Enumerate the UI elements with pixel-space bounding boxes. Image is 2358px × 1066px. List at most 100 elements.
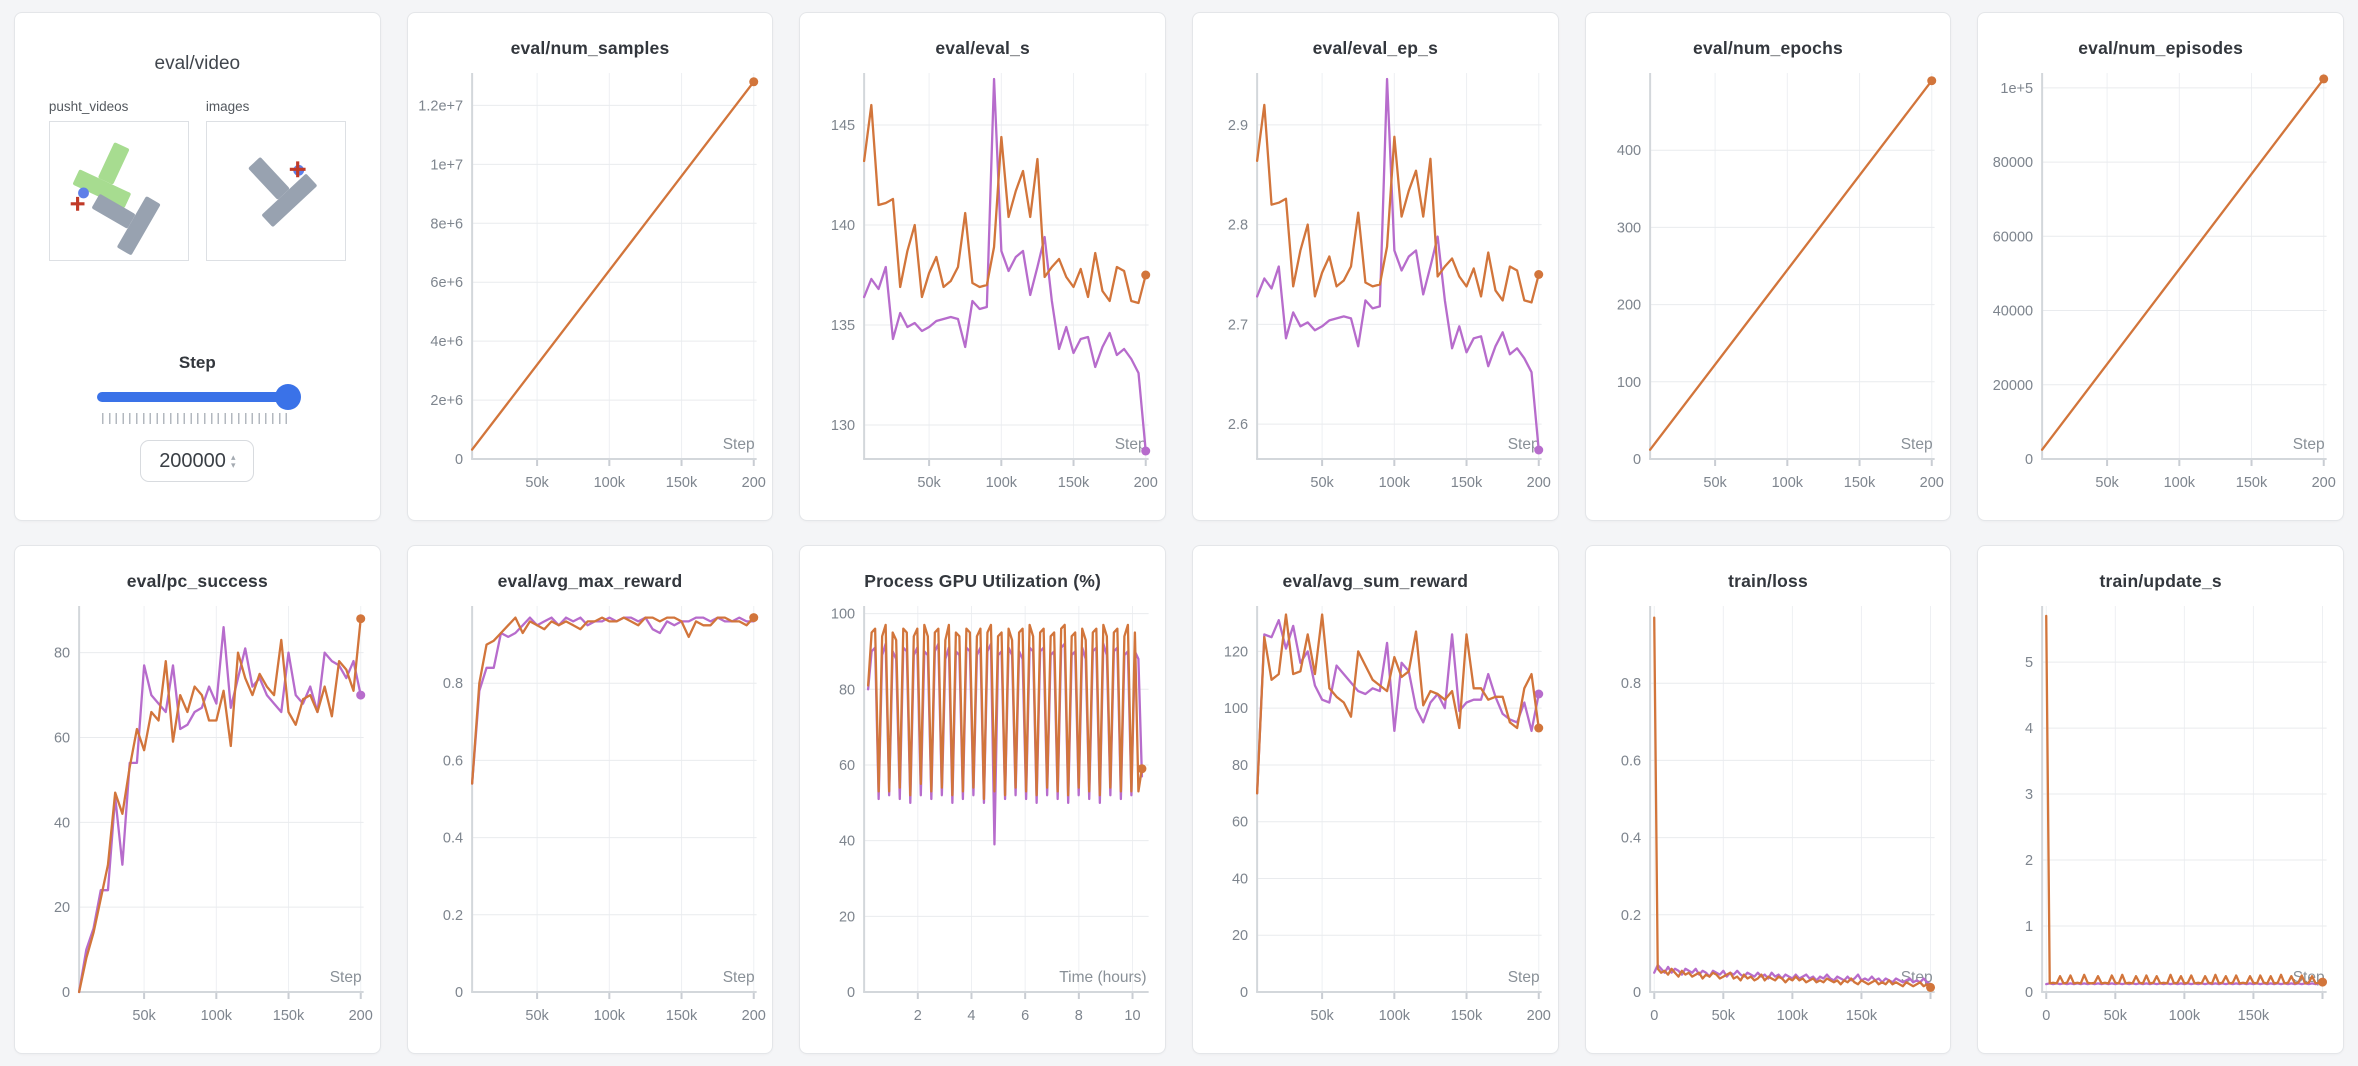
- line-chart-eval-num-epochs[interactable]: 50k 100k 150k 200 0 100 200 300 400 Step: [1586, 61, 1951, 511]
- line-chart-eval-pc-success[interactable]: 50k 100k 150k 200 0 20 40 60 80 Step: [15, 594, 380, 1044]
- svg-text:60000: 60000: [1993, 229, 2033, 245]
- media-item-label: images: [205, 99, 250, 114]
- svg-text:100k: 100k: [1379, 475, 1411, 491]
- line-chart-eval-eval-s[interactable]: 50k 100k 150k 200 130 135 140 145 Step: [800, 61, 1165, 511]
- svg-text:150k: 150k: [1451, 475, 1483, 491]
- step-slider-thumb[interactable]: [275, 384, 302, 410]
- stepper-up-icon[interactable]: ▴: [230, 452, 236, 462]
- svg-text:Step: Step: [1900, 969, 1932, 986]
- line-chart-eval-num-episodes[interactable]: 50k 100k 150k 200 0 20000 40000 60000 80000 1e+5 S…: [1978, 61, 2343, 511]
- media-item-images: images: [205, 99, 346, 261]
- media-thumbnails-row: pusht_videos images: [48, 99, 346, 261]
- svg-text:0.6: 0.6: [443, 753, 463, 769]
- svg-text:200: 200: [1527, 475, 1551, 491]
- chart-title: eval/pc_success: [126, 571, 268, 591]
- svg-text:40: 40: [54, 815, 70, 831]
- svg-text:0: 0: [2025, 452, 2033, 468]
- panel-eval-num-epochs: eval/num_epochs 50k 100k 150k 200 0 100 200 300…: [1584, 12, 1952, 521]
- svg-text:20000: 20000: [1993, 378, 2033, 394]
- svg-text:150k: 150k: [1843, 475, 1875, 491]
- svg-text:3: 3: [2025, 787, 2033, 803]
- pusht-video-thumbnail[interactable]: [48, 121, 189, 261]
- step-slider-label: Step: [178, 353, 216, 372]
- svg-text:140: 140: [831, 218, 855, 234]
- svg-text:60: 60: [54, 731, 70, 747]
- svg-text:Step: Step: [1508, 436, 1540, 453]
- svg-text:0.2: 0.2: [443, 908, 463, 924]
- panel-train-update-s: train/update_s 0 50k 100k 150k 0 1 2 3 4 5 Step: [1977, 545, 2344, 1054]
- svg-text:8: 8: [1075, 1008, 1083, 1024]
- svg-text:8e+6: 8e+6: [430, 216, 463, 232]
- svg-text:200: 200: [1617, 298, 1641, 314]
- chart-title: eval/eval_s: [935, 38, 1030, 58]
- svg-text:6e+6: 6e+6: [430, 275, 463, 291]
- step-input-value: 200000: [159, 449, 226, 472]
- media-item-label: pusht_videos: [48, 99, 129, 114]
- svg-text:150k: 150k: [665, 1008, 697, 1024]
- svg-text:Step: Step: [2293, 969, 2325, 986]
- svg-text:0.8: 0.8: [1621, 676, 1641, 692]
- panel-eval-num-samples: eval/num_samples 50k 100k 150k 200 0 2e+6 4e+6…: [406, 12, 774, 521]
- svg-text:50k: 50k: [1310, 1008, 1334, 1024]
- svg-text:4: 4: [2025, 721, 2033, 737]
- chart-title: eval/avg_sum_reward: [1282, 571, 1469, 591]
- svg-text:10: 10: [1125, 1008, 1141, 1024]
- svg-text:150k: 150k: [1058, 475, 1090, 491]
- step-slider[interactable]: [97, 384, 302, 410]
- chart-title: train/update_s: [2099, 571, 2222, 591]
- svg-text:0.8: 0.8: [443, 676, 463, 692]
- svg-text:5: 5: [2025, 655, 2033, 671]
- line-chart-train-update-s[interactable]: 0 50k 100k 150k 0 1 2 3 4 5 Step: [1978, 594, 2343, 1044]
- svg-text:100k: 100k: [2164, 475, 2196, 491]
- svg-text:2.6: 2.6: [1228, 417, 1248, 433]
- svg-text:0: 0: [62, 985, 70, 1001]
- chart-title: eval/num_epochs: [1693, 38, 1843, 58]
- svg-text:100k: 100k: [593, 1008, 625, 1024]
- svg-text:2.7: 2.7: [1228, 317, 1248, 333]
- svg-text:150k: 150k: [273, 1008, 305, 1024]
- svg-text:100k: 100k: [1771, 475, 1803, 491]
- svg-text:100k: 100k: [1776, 1008, 1808, 1024]
- images-thumbnail[interactable]: [205, 121, 346, 261]
- line-chart-train-loss[interactable]: 0 50k 100k 150k 0 0.2 0.4 0.6 0.8 Step: [1586, 594, 1951, 1044]
- svg-text:200: 200: [741, 1008, 765, 1024]
- line-chart-eval-num-samples[interactable]: 50k 100k 150k 200 0 2e+6 4e+6 6e+6 8e+6 1e+7 1.2e+…: [408, 61, 773, 511]
- svg-text:0: 0: [1650, 1008, 1658, 1024]
- line-chart-eval-avg-sum-reward[interactable]: 50k 100k 150k 200 0 20 40 60 80 100 120 Step: [1193, 594, 1558, 1044]
- svg-text:2.9: 2.9: [1228, 118, 1248, 134]
- svg-text:150k: 150k: [665, 475, 697, 491]
- svg-text:0.4: 0.4: [443, 831, 463, 847]
- svg-text:60: 60: [839, 758, 855, 774]
- step-slider-track[interactable]: [97, 392, 298, 402]
- line-chart-eval-avg-max-reward[interactable]: 50k 100k 150k 200 0 0.2 0.4 0.6 0.8 Step: [408, 594, 773, 1044]
- svg-text:100k: 100k: [2169, 1008, 2201, 1024]
- svg-text:100k: 100k: [201, 1008, 233, 1024]
- svg-text:Step: Step: [330, 969, 362, 986]
- svg-text:50k: 50k: [2096, 475, 2120, 491]
- svg-text:60: 60: [1232, 815, 1248, 831]
- svg-text:2e+6: 2e+6: [430, 393, 463, 409]
- chart-title: eval/num_samples: [510, 38, 670, 58]
- svg-text:40000: 40000: [1993, 304, 2033, 320]
- chart-title: Process GPU Utilization (%): [864, 571, 1102, 591]
- svg-text:100: 100: [1224, 701, 1248, 717]
- svg-text:0: 0: [2025, 985, 2033, 1001]
- svg-text:50k: 50k: [2104, 1008, 2128, 1024]
- svg-text:4: 4: [968, 1008, 976, 1024]
- svg-text:1.2e+7: 1.2e+7: [418, 98, 463, 114]
- svg-text:100k: 100k: [986, 475, 1018, 491]
- panel-eval-pc-success: eval/pc_success 50k 100k 150k 200 0 20 40 60 80 S…: [14, 545, 381, 1054]
- svg-text:100: 100: [831, 607, 855, 623]
- svg-text:50k: 50k: [525, 1008, 549, 1024]
- step-input[interactable]: 200000 ▴ ▾: [140, 440, 255, 482]
- svg-text:0: 0: [1633, 452, 1641, 468]
- svg-text:50k: 50k: [1711, 1008, 1735, 1024]
- svg-text:0: 0: [455, 452, 463, 468]
- svg-text:50k: 50k: [132, 1008, 156, 1024]
- media-panel-title: eval/video: [154, 53, 241, 74]
- svg-text:Step: Step: [1115, 436, 1147, 453]
- svg-text:Step: Step: [722, 436, 754, 453]
- line-chart-eval-eval-ep-s[interactable]: 50k 100k 150k 200 2.6 2.7 2.8 2.9 Step: [1193, 61, 1558, 511]
- stepper-down-icon[interactable]: ▾: [230, 460, 236, 470]
